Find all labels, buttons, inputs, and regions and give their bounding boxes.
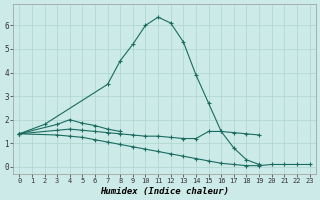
X-axis label: Humidex (Indice chaleur): Humidex (Indice chaleur) [100,187,229,196]
